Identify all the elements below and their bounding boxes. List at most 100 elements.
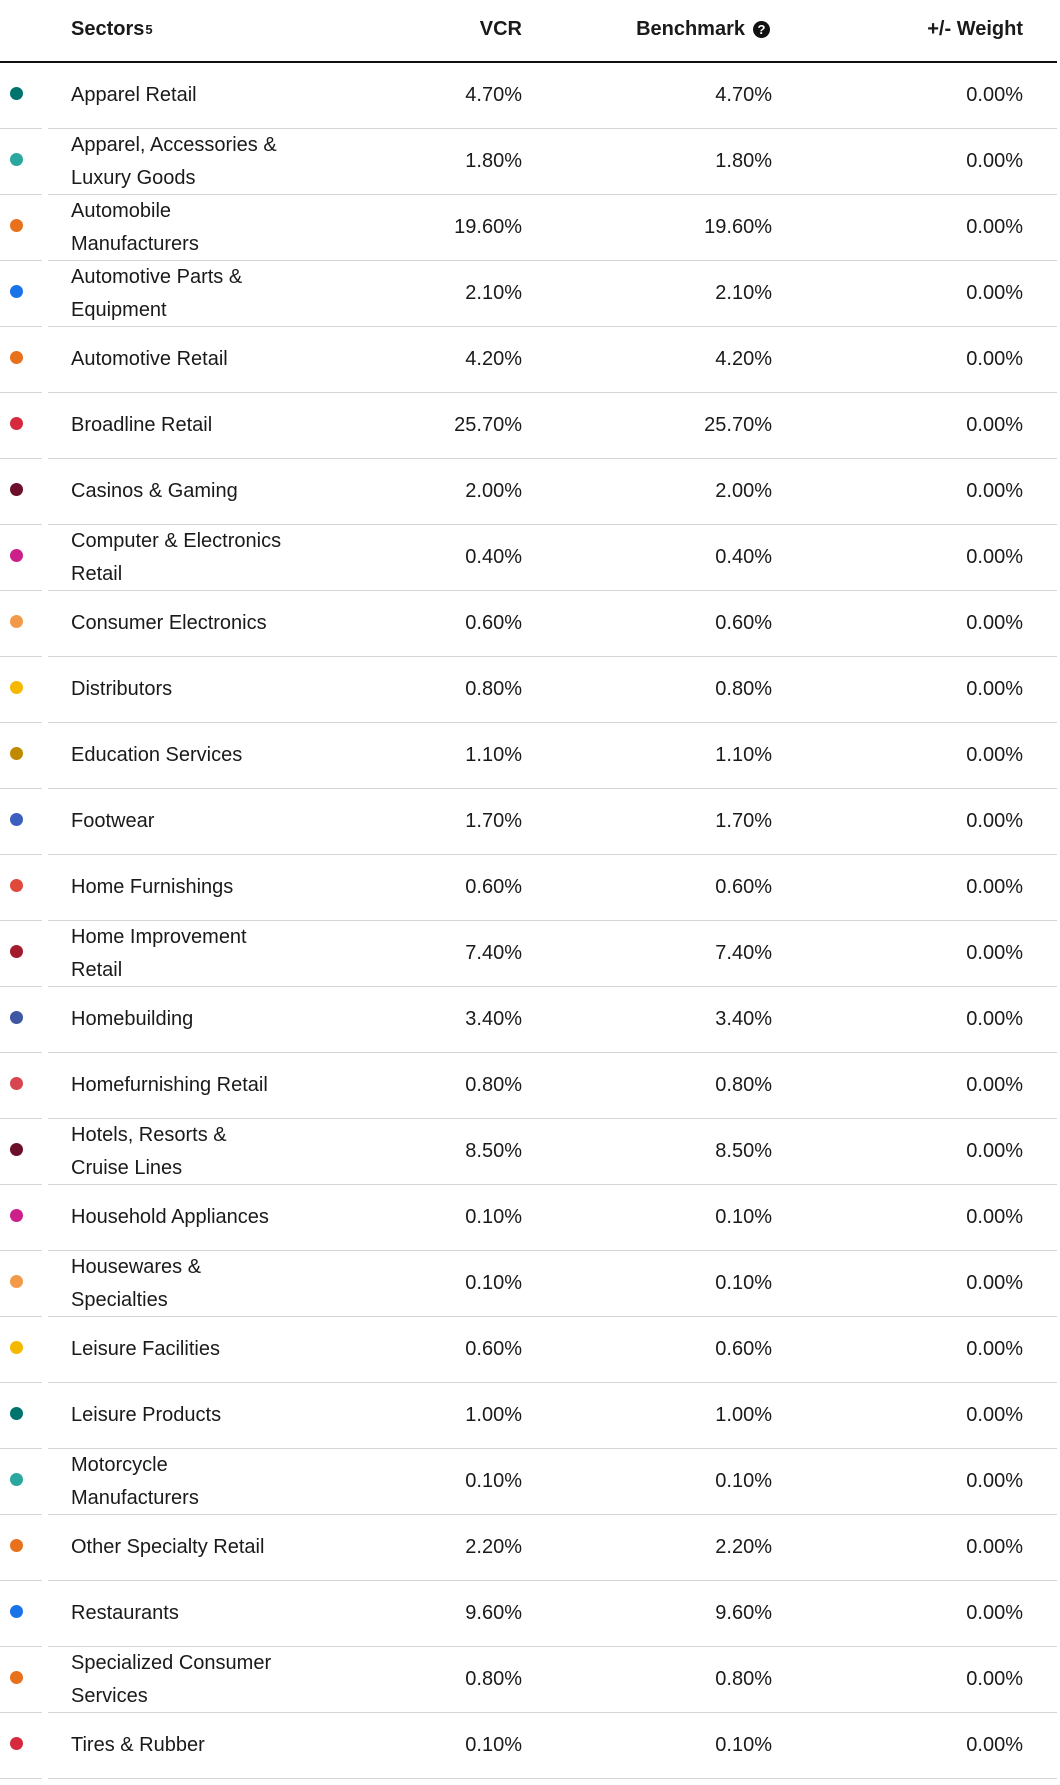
row-divider	[0, 1580, 42, 1581]
weight-value: 0.00%	[966, 744, 1023, 766]
color-dot	[10, 219, 23, 232]
weight-value: 0.00%	[966, 414, 1023, 436]
vcr-value: 4.20%	[465, 348, 522, 370]
row-divider	[0, 788, 42, 789]
benchmark-value: 0.10%	[715, 1470, 772, 1492]
table-row: Specialized Consumer Services 0.80% 0.80% 0…	[0, 1647, 1060, 1713]
weight-value: 0.00%	[966, 1734, 1023, 1756]
header-vcr: VCR	[420, 0, 522, 58]
weight-value: 0.00%	[966, 1602, 1023, 1624]
row-divider	[0, 920, 42, 921]
footnote-ref[interactable]: 5	[145, 21, 153, 37]
sector-name: Casinos & Gaming	[71, 480, 238, 502]
weight-value: 0.00%	[966, 1536, 1023, 1558]
color-dot	[10, 1407, 23, 1420]
color-dot	[10, 615, 23, 628]
weight-value: 0.00%	[966, 1272, 1023, 1294]
sector-name: Apparel, Accessories & Luxury Goods	[71, 133, 277, 189]
row-divider	[48, 1316, 1057, 1317]
benchmark-value: 0.10%	[715, 1272, 772, 1294]
row-divider	[0, 1778, 42, 1779]
row-divider	[0, 1250, 42, 1251]
row-divider	[48, 590, 1057, 591]
sector-name: Home Furnishings	[71, 876, 234, 898]
row-divider	[48, 1250, 1057, 1251]
benchmark-value: 0.80%	[715, 678, 772, 700]
vcr-value: 3.40%	[465, 1008, 522, 1030]
sector-name: Motorcycle Manufacturers	[71, 1453, 199, 1509]
row-divider	[48, 1712, 1057, 1713]
sector-name: Homebuilding	[71, 1008, 194, 1030]
row-divider	[48, 656, 1057, 657]
row-divider	[0, 1184, 42, 1185]
weight-value: 0.00%	[966, 546, 1023, 568]
help-icon[interactable]: ?	[753, 20, 770, 38]
weight-value: 0.00%	[966, 1338, 1023, 1360]
vcr-value: 0.80%	[465, 1074, 522, 1096]
color-dot	[10, 1605, 23, 1618]
vcr-value: 0.60%	[465, 612, 522, 634]
sector-name: Automotive Retail	[71, 348, 228, 370]
benchmark-value: 1.80%	[715, 150, 772, 172]
vcr-value: 0.60%	[465, 876, 522, 898]
row-divider	[48, 326, 1057, 327]
sector-name: Consumer Electronics	[71, 612, 267, 634]
row-divider	[0, 1052, 42, 1053]
vcr-value: 19.60%	[454, 216, 522, 238]
row-divider	[48, 722, 1057, 723]
row-divider	[0, 590, 42, 591]
sector-name: Automobile Manufacturers	[71, 199, 199, 255]
weight-value: 0.00%	[966, 942, 1023, 964]
sector-name: Distributors	[71, 678, 173, 700]
weight-value: 0.00%	[966, 1074, 1023, 1096]
sector-name: Apparel Retail	[71, 84, 197, 106]
table-row: Homebuilding 3.40% 3.40% 0.00%	[0, 987, 1060, 1053]
table-row: Tires & Rubber 0.10% 0.10% 0.00%	[0, 1713, 1060, 1779]
color-dot	[10, 1143, 23, 1156]
color-dot	[10, 417, 23, 430]
row-divider	[48, 1514, 1057, 1515]
vcr-value: 0.40%	[465, 546, 522, 568]
sector-name: Automotive Parts & Equipment	[71, 265, 243, 321]
table-row: Leisure Facilities 0.60% 0.60% 0.00%	[0, 1317, 1060, 1383]
row-divider	[48, 1778, 1057, 1779]
benchmark-value: 19.60%	[704, 216, 772, 238]
benchmark-value: 0.60%	[715, 876, 772, 898]
vcr-value: 0.80%	[465, 678, 522, 700]
weight-value: 0.00%	[966, 1008, 1023, 1030]
weight-value: 0.00%	[966, 612, 1023, 634]
benchmark-value: 8.50%	[715, 1140, 772, 1162]
vcr-value: 25.70%	[454, 414, 522, 436]
vcr-value: 0.80%	[465, 1668, 522, 1690]
weight-value: 0.00%	[966, 84, 1023, 106]
color-dot	[10, 483, 23, 496]
row-divider	[48, 524, 1057, 525]
sector-name: Leisure Products	[71, 1404, 222, 1426]
table-row: Homefurnishing Retail 0.80% 0.80% 0.00%	[0, 1053, 1060, 1119]
table-row: Home Improvement Retail 7.40% 7.40% 0.00%	[0, 921, 1060, 987]
vcr-value: 0.10%	[465, 1470, 522, 1492]
benchmark-value: 0.10%	[715, 1734, 772, 1756]
benchmark-value: 0.80%	[715, 1668, 772, 1690]
row-divider	[48, 920, 1057, 921]
row-divider	[0, 458, 42, 459]
vcr-value: 2.20%	[465, 1536, 522, 1558]
color-dot	[10, 549, 23, 562]
vcr-value: 4.70%	[465, 84, 522, 106]
vcr-value: 0.60%	[465, 1338, 522, 1360]
row-divider	[0, 326, 42, 327]
row-divider	[0, 722, 42, 723]
weight-value: 0.00%	[966, 216, 1023, 238]
table-row: Housewares & Specialties 0.10% 0.10% 0.00%	[0, 1251, 1060, 1317]
row-divider	[48, 392, 1057, 393]
row-divider	[0, 1712, 42, 1713]
header-weight-text: +/- Weight	[927, 17, 1023, 40]
color-dot	[10, 1737, 23, 1750]
color-dot	[10, 879, 23, 892]
weight-value: 0.00%	[966, 678, 1023, 700]
row-divider	[0, 524, 42, 525]
sector-name: Restaurants	[71, 1602, 179, 1624]
table-row: Footwear 1.70% 1.70% 0.00%	[0, 789, 1060, 855]
benchmark-value: 1.10%	[715, 744, 772, 766]
